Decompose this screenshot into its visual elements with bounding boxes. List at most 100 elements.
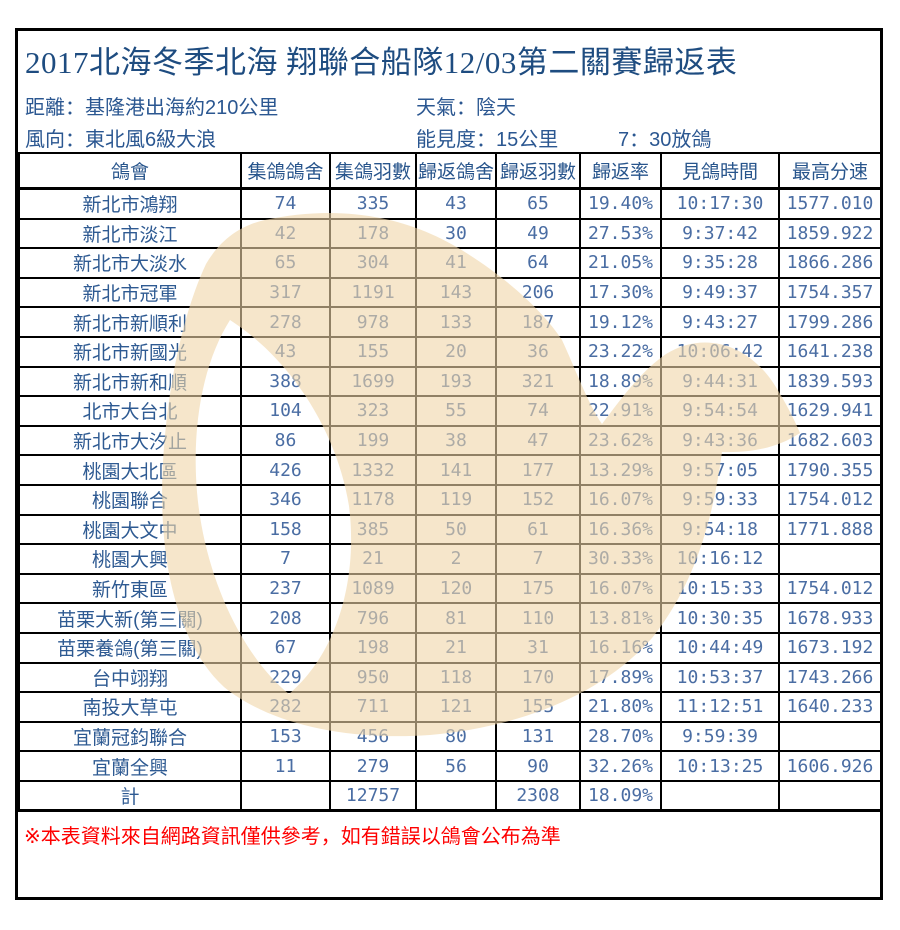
value-cell: 81 bbox=[415, 602, 497, 634]
value-cell: 1640.233 bbox=[778, 691, 882, 723]
table-row: 北市大台北 104 323 55 74 22.91% 9:54:54 1629.941 bbox=[18, 395, 882, 427]
value-cell: 110 bbox=[495, 602, 581, 634]
value-cell: 13.29% bbox=[579, 454, 662, 486]
column-header-5: 歸返率 bbox=[579, 152, 662, 190]
value-cell: 36 bbox=[495, 335, 581, 368]
value-cell: 16.36% bbox=[579, 513, 662, 546]
value-cell: 175 bbox=[495, 572, 581, 605]
table-row: 宜蘭全興 11 279 56 90 32.26% 10:13:25 1606.926 bbox=[18, 750, 882, 782]
club-name-cell: 新北市冠軍 bbox=[18, 276, 242, 309]
table-body: 新北市鴻翔 74 335 43 65 19.40% 10:17:30 1577.010 新北市淡… bbox=[18, 187, 882, 812]
value-cell: 1089 bbox=[329, 572, 417, 605]
value-cell: 335 bbox=[329, 187, 417, 220]
value-cell: 1699 bbox=[329, 365, 417, 398]
column-header-2: 集鴿羽數 bbox=[329, 152, 417, 190]
value-cell: 1790.355 bbox=[778, 454, 882, 486]
value-cell: 61 bbox=[495, 513, 581, 546]
value-cell: 104 bbox=[240, 395, 331, 427]
value-cell: 121 bbox=[415, 691, 497, 723]
table-row: 新北市淡江 42 178 30 49 27.53% 9:37:42 1859.922 bbox=[18, 217, 882, 250]
value-cell: 9:59:33 bbox=[660, 483, 780, 516]
value-cell: 304 bbox=[329, 247, 417, 279]
value-cell: 11 bbox=[240, 750, 331, 782]
club-name-cell: 苗栗大新(第三關) bbox=[18, 602, 242, 634]
value-cell: 346 bbox=[240, 483, 331, 516]
value-cell: 9:49:37 bbox=[660, 276, 780, 309]
value-cell: 2 bbox=[415, 543, 497, 575]
club-name-cell: 桃園大興 bbox=[18, 543, 242, 575]
value-cell: 17.30% bbox=[579, 276, 662, 309]
club-name-cell: 新北市大汐止 bbox=[18, 424, 242, 457]
table-header-row: 鴿會 集鴿鴿舍 集鴿羽數 歸返鴿舍 歸返羽數 歸返率 見鴿時間 最高分速 bbox=[18, 152, 882, 190]
value-cell: 74 bbox=[495, 395, 581, 427]
column-header-1: 集鴿鴿舍 bbox=[240, 152, 331, 190]
value-cell bbox=[778, 720, 882, 753]
value-cell: 86 bbox=[240, 424, 331, 457]
value-cell: 21 bbox=[415, 631, 497, 664]
table-row: 計 12757 2308 18.09% bbox=[18, 779, 882, 812]
value-cell: 1866.286 bbox=[778, 247, 882, 279]
value-cell: 388 bbox=[240, 365, 331, 398]
club-name-cell: 苗栗養鴿(第三關) bbox=[18, 631, 242, 664]
value-cell: 90 bbox=[495, 750, 581, 782]
table-row: 新北市新和順 388 1699 193 321 18.89% 9:44:31 1839.593 bbox=[18, 365, 882, 398]
value-cell: 1754.357 bbox=[778, 276, 882, 309]
table-row: 新北市新順利 278 978 133 187 19.12% 9:43:27 1799.286 bbox=[18, 306, 882, 338]
table-header: 鴿會 集鴿鴿舍 集鴿羽數 歸返鴿舍 歸返羽數 歸返率 見鴿時間 最高分速 bbox=[18, 152, 882, 190]
value-cell: 9:54:18 bbox=[660, 513, 780, 546]
value-cell: 1743.266 bbox=[778, 661, 882, 694]
value-cell: 9:54:54 bbox=[660, 395, 780, 427]
value-cell: 1606.926 bbox=[778, 750, 882, 782]
value-cell: 27.53% bbox=[579, 217, 662, 250]
club-name-cell: 桃園大文中 bbox=[18, 513, 242, 546]
value-cell: 10:13:25 bbox=[660, 750, 780, 782]
club-name-cell: 桃園大北區 bbox=[18, 454, 242, 486]
value-cell: 18.89% bbox=[579, 365, 662, 398]
value-cell: 65 bbox=[495, 187, 581, 220]
value-cell: 9:35:28 bbox=[660, 247, 780, 279]
value-cell: 7 bbox=[240, 543, 331, 575]
value-cell: 18.09% bbox=[579, 779, 662, 812]
value-cell: 21.05% bbox=[579, 247, 662, 279]
value-cell: 199 bbox=[329, 424, 417, 457]
value-cell: 155 bbox=[329, 335, 417, 368]
table-row: 新北市新國光 43 155 20 36 23.22% 10:06:42 1641.238 bbox=[18, 335, 882, 368]
club-name-cell: 宜蘭全興 bbox=[18, 750, 242, 782]
value-cell: 41 bbox=[415, 247, 497, 279]
value-cell: 143 bbox=[415, 276, 497, 309]
value-cell: 278 bbox=[240, 306, 331, 338]
club-name-cell: 新北市大淡水 bbox=[18, 247, 242, 279]
value-cell: 42 bbox=[240, 217, 331, 250]
value-cell bbox=[415, 779, 497, 812]
table-row: 南投大草屯 282 711 121 155 21.80% 11:12:51 1640.233 bbox=[18, 691, 882, 723]
value-cell: 237 bbox=[240, 572, 331, 605]
value-cell: 155 bbox=[495, 691, 581, 723]
value-cell: 49 bbox=[495, 217, 581, 250]
value-cell: 11:12:51 bbox=[660, 691, 780, 723]
column-header-4: 歸返羽數 bbox=[495, 152, 581, 190]
value-cell: 10:44:49 bbox=[660, 631, 780, 664]
value-cell: 74 bbox=[240, 187, 331, 220]
table-row: 台中翊翔 229 950 118 170 17.89% 10:53:37 1743.266 bbox=[18, 661, 882, 694]
value-cell: 282 bbox=[240, 691, 331, 723]
value-cell: 31 bbox=[495, 631, 581, 664]
value-cell: 1332 bbox=[329, 454, 417, 486]
value-cell: 1839.593 bbox=[778, 365, 882, 398]
club-name-cell: 新北市新國光 bbox=[18, 335, 242, 368]
value-cell: 279 bbox=[329, 750, 417, 782]
value-cell: 9:57:05 bbox=[660, 454, 780, 486]
value-cell: 10:17:30 bbox=[660, 187, 780, 220]
value-cell: 12757 bbox=[329, 779, 417, 812]
value-cell: 30 bbox=[415, 217, 497, 250]
value-cell: 10:30:35 bbox=[660, 602, 780, 634]
value-cell: 131 bbox=[495, 720, 581, 753]
value-cell: 317 bbox=[240, 276, 331, 309]
value-cell: 141 bbox=[415, 454, 497, 486]
value-cell: 1673.192 bbox=[778, 631, 882, 664]
value-cell: 28.70% bbox=[579, 720, 662, 753]
value-cell: 456 bbox=[329, 720, 417, 753]
value-cell: 55 bbox=[415, 395, 497, 427]
value-cell bbox=[778, 779, 882, 812]
value-cell: 118 bbox=[415, 661, 497, 694]
info-wind: 風向：東北風6級大浪 bbox=[25, 129, 217, 151]
